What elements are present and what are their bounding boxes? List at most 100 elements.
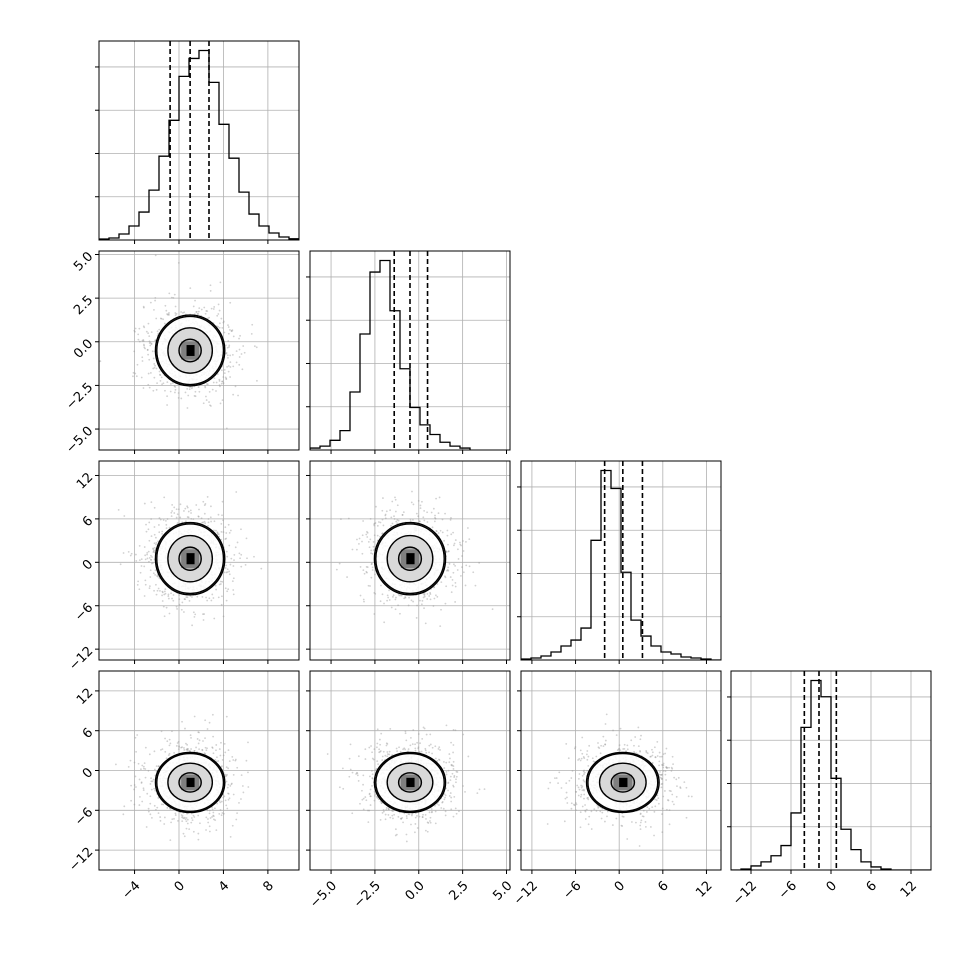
scatter-point (385, 742, 388, 745)
scatter-point (208, 825, 211, 828)
axes-frame (520, 460, 722, 661)
scatter-point (358, 542, 360, 545)
scatter-point (153, 546, 156, 549)
scatter-point (454, 581, 457, 584)
scatter-point (659, 755, 661, 758)
scatter-point (218, 326, 221, 329)
scatter-point (362, 520, 365, 522)
scatter-point (379, 819, 382, 821)
scatter-point (355, 771, 358, 774)
scatter-point (666, 766, 669, 769)
scatter-point (444, 575, 446, 578)
scatter-point (193, 313, 196, 316)
scatter-point (187, 510, 190, 513)
scatter-point (421, 737, 424, 740)
scatter-point (154, 364, 156, 367)
scatter-point (450, 741, 452, 744)
scatter-point (437, 532, 440, 534)
scatter-point (197, 313, 200, 315)
scatter-point (240, 353, 243, 355)
scatter-point (185, 748, 188, 751)
scatter-point (171, 510, 174, 512)
scatter-point (456, 771, 459, 773)
scatter-point (224, 344, 227, 347)
scatter-point (549, 781, 552, 784)
scatter-point (478, 788, 481, 791)
scatter-point (444, 794, 447, 797)
scatter-point (671, 767, 674, 770)
scatter-point (237, 394, 239, 397)
scatter-point (450, 796, 453, 799)
scatter-point (393, 518, 396, 520)
scatter-point (355, 548, 358, 551)
scatter-point (462, 540, 464, 542)
scatter-point (169, 390, 172, 393)
x-tick-label: 0.0 (403, 878, 428, 903)
scatter-point (160, 730, 163, 733)
scatter-point (221, 327, 224, 329)
scatter-point (384, 513, 387, 516)
scatter-point (123, 515, 126, 517)
scatter-point (432, 605, 435, 607)
scatter-point (150, 562, 153, 565)
scatter-point (379, 750, 382, 752)
scatter-point (433, 597, 436, 600)
scatter-point (172, 297, 175, 299)
x-tick-label: 4 (216, 878, 232, 894)
scatter-point (220, 603, 223, 606)
scatter-point (424, 747, 427, 750)
scatter-point (457, 558, 460, 560)
scatter-point (153, 804, 156, 807)
scatter-point (651, 761, 654, 764)
y-tick-label: 12 (74, 470, 96, 492)
scatter-point (147, 528, 150, 531)
scatter-point (657, 802, 660, 805)
scatter-point (391, 814, 394, 817)
scatter-point (150, 559, 153, 561)
scatter-point (374, 793, 377, 796)
scatter-point (152, 549, 155, 552)
scatter-point (225, 532, 228, 534)
scatter-point (379, 600, 382, 603)
scatter-point (196, 738, 199, 740)
scatter-point (419, 599, 421, 602)
scatter-point (448, 562, 451, 565)
scatter-point (444, 810, 447, 813)
scatter-point (447, 550, 450, 553)
scatter-point (438, 759, 441, 761)
scatter-point (181, 746, 183, 749)
scatter-point (418, 815, 421, 818)
scatter-point (379, 743, 382, 746)
scatter-point (197, 832, 200, 835)
scatter-point (230, 330, 233, 333)
scatter-point (397, 604, 400, 607)
scatter-point (450, 800, 453, 803)
scatter-point (595, 810, 598, 812)
contour-line (167, 762, 214, 803)
scatter-point (373, 523, 375, 526)
scatter-point (142, 325, 145, 328)
scatter-point (381, 593, 384, 596)
scatter-point (357, 780, 360, 782)
scatter-point (190, 512, 192, 514)
scatter-point (346, 576, 348, 578)
scatter-point (138, 804, 141, 806)
scatter-point (164, 737, 166, 740)
scatter-point (167, 595, 170, 597)
scatter-point (202, 521, 205, 524)
scatter-point (205, 816, 208, 819)
scatter-point (242, 345, 245, 347)
scatter-point (177, 819, 179, 822)
scatter-point (177, 392, 180, 394)
scatter-point (392, 594, 395, 597)
scatter-point (139, 795, 141, 798)
scatter-point (189, 287, 192, 290)
scatter-point (398, 594, 401, 597)
scatter-point (387, 596, 390, 599)
scatter-point (457, 548, 459, 551)
histogram-step (310, 259, 471, 450)
scatter-point (419, 507, 422, 509)
scatter-point (163, 322, 166, 325)
scatter-point (661, 764, 664, 767)
